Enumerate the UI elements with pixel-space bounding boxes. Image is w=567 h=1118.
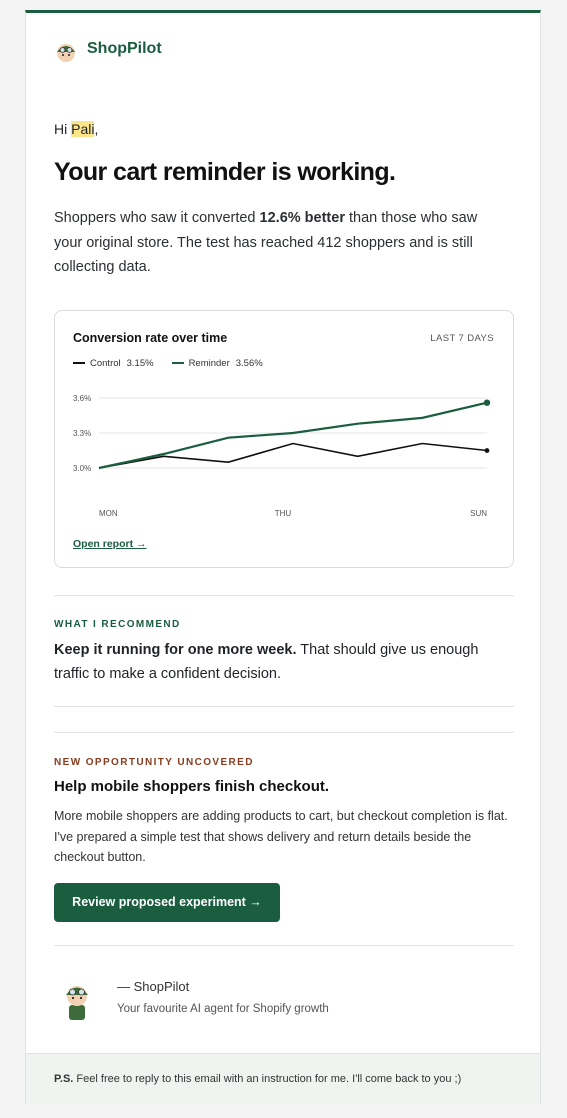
chart: 3.0% 3.3% 3.6% MON THU SUN [73, 394, 491, 518]
section-label: WHAT I RECOMMEND [54, 619, 181, 630]
chart-card [54, 310, 514, 568]
headline: Your cart reminder is working. [54, 158, 396, 186]
opportunity-text: More mobile shoppers are adding products… [54, 809, 508, 864]
intro: Shoppers who saw it converted 12.6% bett… [54, 206, 504, 280]
legend-swatch [171, 362, 184, 365]
section-label: NEW OPPORTUNITY UNCOVERED [54, 757, 254, 768]
divider [54, 732, 514, 733]
open-report-link[interactable]: Open report → [73, 538, 147, 550]
greeting-prefix: Hi [54, 121, 72, 137]
divider [54, 706, 514, 707]
brand-logo [57, 44, 75, 62]
legend-swatch [73, 362, 85, 365]
legend-value: 3.56% [235, 358, 263, 369]
footer-note: Feel free to reply to this email with an… [73, 1073, 462, 1085]
recommendation-text: That should give us enough traffic to ma… [54, 642, 479, 682]
series-line [98, 401, 488, 470]
intro-bold: 12.6% better [259, 210, 345, 226]
x-tick-label: MON [99, 509, 118, 518]
footer-bold: P.S. [54, 1073, 74, 1085]
recipient-name: Pali [71, 121, 95, 137]
intro-text: Shoppers who saw it converted [54, 210, 260, 226]
y-tick-label: 3.0% [73, 464, 91, 473]
review-button[interactable]: Review proposed experiment → [54, 883, 280, 922]
series-line [98, 442, 488, 469]
footer [26, 1053, 540, 1104]
legend-label: Reminder [188, 358, 230, 369]
recommendation: Keep it running for one more week. That … [54, 638, 504, 686]
x-tick-label: THU [275, 509, 292, 518]
greeting: Hi Pali, [54, 121, 98, 137]
y-tick-label: 3.6% [73, 394, 91, 403]
legend-item: Reminder 3.56% [171, 358, 263, 369]
chart-period: LAST 7 DAYS [430, 333, 494, 344]
legend-label: Control [90, 358, 121, 369]
legend-value: 3.15% [126, 358, 154, 369]
signature-tagline: Your favourite AI agent for Shopify grow… [117, 1003, 329, 1015]
y-tick-label: 3.3% [73, 429, 91, 438]
end-point [483, 399, 491, 406]
opportunity-title: Help mobile shoppers finish checkout. [54, 778, 330, 795]
chart-title: Conversion rate over time [73, 331, 228, 345]
greeting-suffix: , [94, 121, 99, 137]
brand-name: ShopPilot [87, 40, 162, 57]
legend: Control 3.15% Reminder 3.56% [73, 358, 263, 369]
intro-text: than those who saw your original store. … [54, 210, 478, 275]
x-tick-label: SUN [470, 509, 487, 518]
divider [54, 945, 514, 946]
end-point [484, 448, 490, 453]
avatar [66, 986, 88, 1020]
recommendation-bold: Keep it running for one more week. [54, 642, 297, 658]
divider [54, 595, 514, 596]
signature-name: — ShopPilot [117, 979, 190, 994]
footer-text: P.S. Feel free to reply to this email wi… [54, 1073, 461, 1085]
legend-item: Control 3.15% [73, 358, 154, 369]
